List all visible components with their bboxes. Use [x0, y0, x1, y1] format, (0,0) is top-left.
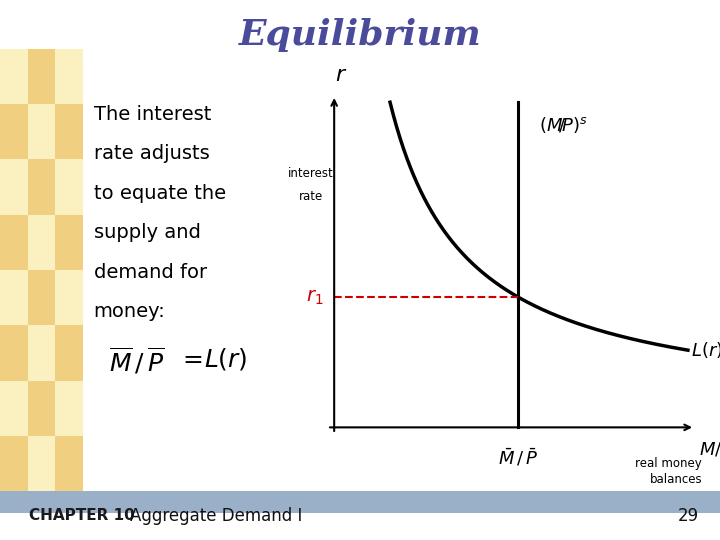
Bar [0, 436, 27, 491]
Bar [55, 159, 83, 214]
Text: $=$: $=$ [178, 346, 203, 370]
Bar [0, 159, 27, 214]
Text: real money: real money [635, 457, 702, 470]
Text: $L(r)$: $L(r)$ [691, 340, 720, 360]
Text: $L(r)$: $L(r)$ [204, 346, 248, 372]
Bar [0, 49, 27, 104]
Text: $M/P$: $M/P$ [698, 441, 720, 458]
Bar [0, 104, 27, 159]
Bar [27, 214, 55, 270]
Text: supply and: supply and [94, 223, 200, 242]
Bar [27, 49, 55, 104]
Text: interest: interest [288, 167, 334, 180]
Bar [55, 436, 83, 491]
Text: to equate the: to equate the [94, 184, 226, 202]
Bar [55, 49, 83, 104]
Text: Equilibrium: Equilibrium [238, 18, 482, 52]
Bar [27, 270, 55, 325]
Bar [27, 436, 55, 491]
Text: $\bar{M}\,/\,\bar{P}$: $\bar{M}\,/\,\bar{P}$ [498, 447, 539, 469]
Bar [27, 325, 55, 381]
Text: balances: balances [649, 473, 702, 486]
Bar [55, 270, 83, 325]
Bar [55, 214, 83, 270]
Bar [27, 104, 55, 159]
Text: $r_1$: $r_1$ [306, 288, 323, 307]
Bar [0, 270, 27, 325]
Bar [27, 159, 55, 214]
Text: Aggregate Demand I: Aggregate Demand I [130, 507, 302, 525]
Text: CHAPTER 10: CHAPTER 10 [29, 508, 135, 523]
Text: $r$: $r$ [335, 65, 347, 85]
Text: demand for: demand for [94, 262, 207, 282]
Bar [0, 491, 720, 513]
Text: money:: money: [94, 302, 166, 321]
Text: The interest: The interest [94, 105, 211, 124]
Bar [55, 104, 83, 159]
Bar [0, 214, 27, 270]
Text: $(M\!/\!P)^s$: $(M\!/\!P)^s$ [539, 114, 588, 134]
Bar [0, 381, 27, 436]
Text: rate adjusts: rate adjusts [94, 144, 210, 163]
Bar [0, 325, 27, 381]
Bar [55, 381, 83, 436]
Text: $\overline{M}\,/\,\overline{P}$: $\overline{M}\,/\,\overline{P}$ [109, 346, 164, 376]
Bar [55, 325, 83, 381]
Text: rate: rate [299, 190, 323, 202]
Text: 29: 29 [678, 507, 698, 525]
Bar [27, 381, 55, 436]
